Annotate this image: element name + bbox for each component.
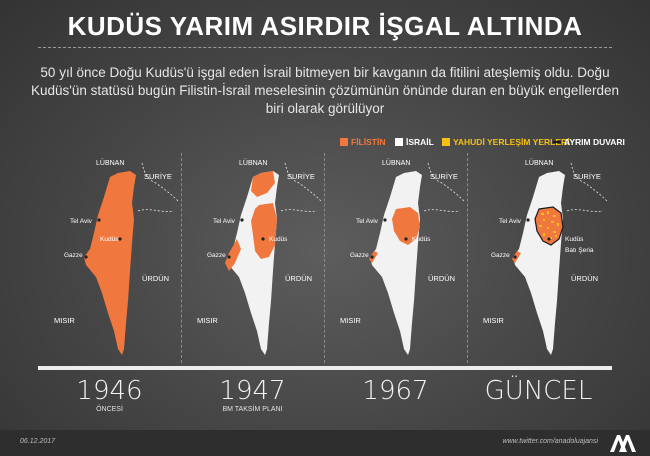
territory-palestine-central bbox=[251, 203, 277, 259]
city-dot-telaviv bbox=[97, 218, 101, 222]
label-lebanon: LÜBNAN bbox=[382, 159, 410, 167]
year-label: 1967 bbox=[362, 376, 429, 406]
label-egypt: MISIR bbox=[340, 316, 361, 325]
label-westbank: Batı Şeria bbox=[565, 247, 594, 254]
settlements bbox=[539, 211, 559, 239]
map-1947: LÜBNAN SURİYE Tel Aviv Kudüs Gazze ÜRDÜN… bbox=[181, 153, 324, 365]
jordan-border bbox=[137, 209, 175, 212]
city-dot-gaza bbox=[227, 255, 231, 259]
label-gaza: Gazze bbox=[207, 252, 226, 259]
territory-israel bbox=[370, 171, 422, 355]
syria-border bbox=[141, 162, 179, 202]
jordan-border bbox=[423, 209, 461, 212]
jordan-border bbox=[566, 209, 604, 212]
city-dot-telaviv bbox=[240, 218, 244, 222]
page-title: KUDÜS YARIM ASIRDIR İŞGAL ALTINDA bbox=[67, 11, 583, 41]
city-dot-jerusalem bbox=[261, 237, 265, 241]
city-dot-gaza bbox=[84, 255, 88, 259]
year-note: ÖNCESİ bbox=[96, 406, 123, 413]
label-jerusalem: Kudüs bbox=[565, 236, 584, 243]
separation-wall bbox=[534, 206, 564, 246]
website-link[interactable]: www.twitter.com/anadoluajansi bbox=[502, 438, 598, 445]
panel-divider bbox=[467, 153, 468, 363]
label-jerusalem: Kudüs bbox=[412, 236, 431, 243]
label-telaviv: Tel Aviv bbox=[356, 218, 379, 225]
timeline-bar bbox=[38, 366, 612, 370]
legend-swatch bbox=[395, 138, 403, 146]
syria-border bbox=[427, 162, 465, 202]
label-gaza: Gazze bbox=[64, 252, 83, 259]
panel-divider bbox=[324, 153, 325, 363]
label-jordan: ÜRDÜN bbox=[142, 274, 169, 283]
label-egypt: MISIR bbox=[197, 316, 218, 325]
legend-swatch bbox=[340, 138, 348, 146]
date: 06.12.2017 bbox=[20, 438, 56, 445]
label-lebanon: LÜBNAN bbox=[239, 159, 267, 167]
year-label: GÜNCEL bbox=[484, 376, 593, 406]
jordan-border bbox=[280, 209, 318, 212]
city-dot-telaviv bbox=[526, 218, 530, 222]
territory-israel bbox=[513, 171, 565, 355]
map-current: LÜBNAN SURİYE Tel Aviv Kudüs Batı Şeria … bbox=[467, 153, 610, 365]
aa-logo-icon bbox=[610, 435, 636, 452]
panel-divider bbox=[181, 153, 182, 363]
city-dot-jerusalem bbox=[547, 237, 551, 241]
map-1946: LÜBNAN SURİYE Tel Aviv Kudüs Gazze ÜRDÜN… bbox=[38, 153, 181, 365]
label-syria: SURİYE bbox=[430, 172, 458, 181]
legend-swatch bbox=[553, 141, 561, 143]
label-telaviv: Tel Aviv bbox=[70, 218, 93, 225]
city-dot-jerusalem bbox=[404, 237, 408, 241]
label-egypt: MISIR bbox=[54, 316, 75, 325]
syria-border bbox=[570, 162, 608, 202]
city-dot-jerusalem bbox=[118, 237, 122, 241]
syria-border bbox=[284, 162, 322, 202]
territory-palestine bbox=[84, 171, 136, 355]
year-label: 1947 bbox=[219, 376, 286, 406]
year-note: BM TAKSİM PLANI bbox=[222, 406, 283, 413]
label-syria: SURİYE bbox=[287, 172, 315, 181]
label-gaza: Gazze bbox=[350, 252, 369, 259]
label-jerusalem: Kudüs bbox=[269, 236, 288, 243]
subtitle: 50 yıl önce Doğu Kudüs'ü işgal eden İsra… bbox=[31, 65, 619, 116]
label-syria: SURİYE bbox=[144, 172, 172, 181]
label-telaviv: Tel Aviv bbox=[213, 218, 236, 225]
city-dot-gaza bbox=[513, 255, 517, 259]
map-panels: LÜBNAN SURİYE Tel Aviv Kudüs Gazze ÜRDÜN… bbox=[38, 153, 612, 365]
label-jordan: ÜRDÜN bbox=[285, 274, 312, 283]
label-telaviv: Tel Aviv bbox=[499, 218, 522, 225]
territory-palestine-north bbox=[251, 171, 275, 197]
year-label: 1946 bbox=[76, 376, 143, 406]
footer: 06.12.2017 www.twitter.com/anadoluajansi bbox=[0, 430, 650, 456]
label-jerusalem: Kudüs bbox=[100, 236, 119, 243]
territory-westbank bbox=[392, 207, 420, 245]
label-lebanon: LÜBNAN bbox=[525, 159, 553, 167]
label-jordan: ÜRDÜN bbox=[428, 274, 455, 283]
city-dot-telaviv bbox=[383, 218, 387, 222]
label-egypt: MISIR bbox=[483, 316, 504, 325]
map-1967: LÜBNAN SURİYE Tel Aviv Kudüs Gazze ÜRDÜN… bbox=[324, 153, 467, 365]
legend-swatch bbox=[442, 138, 450, 146]
label-lebanon: LÜBNAN bbox=[96, 159, 124, 167]
title-divider bbox=[38, 47, 612, 48]
label-syria: SURİYE bbox=[573, 172, 601, 181]
label-jordan: ÜRDÜN bbox=[571, 274, 598, 283]
label-gaza: Gazze bbox=[491, 252, 510, 259]
city-dot-gaza bbox=[370, 255, 374, 259]
territory-palestine-gaza bbox=[225, 239, 241, 271]
